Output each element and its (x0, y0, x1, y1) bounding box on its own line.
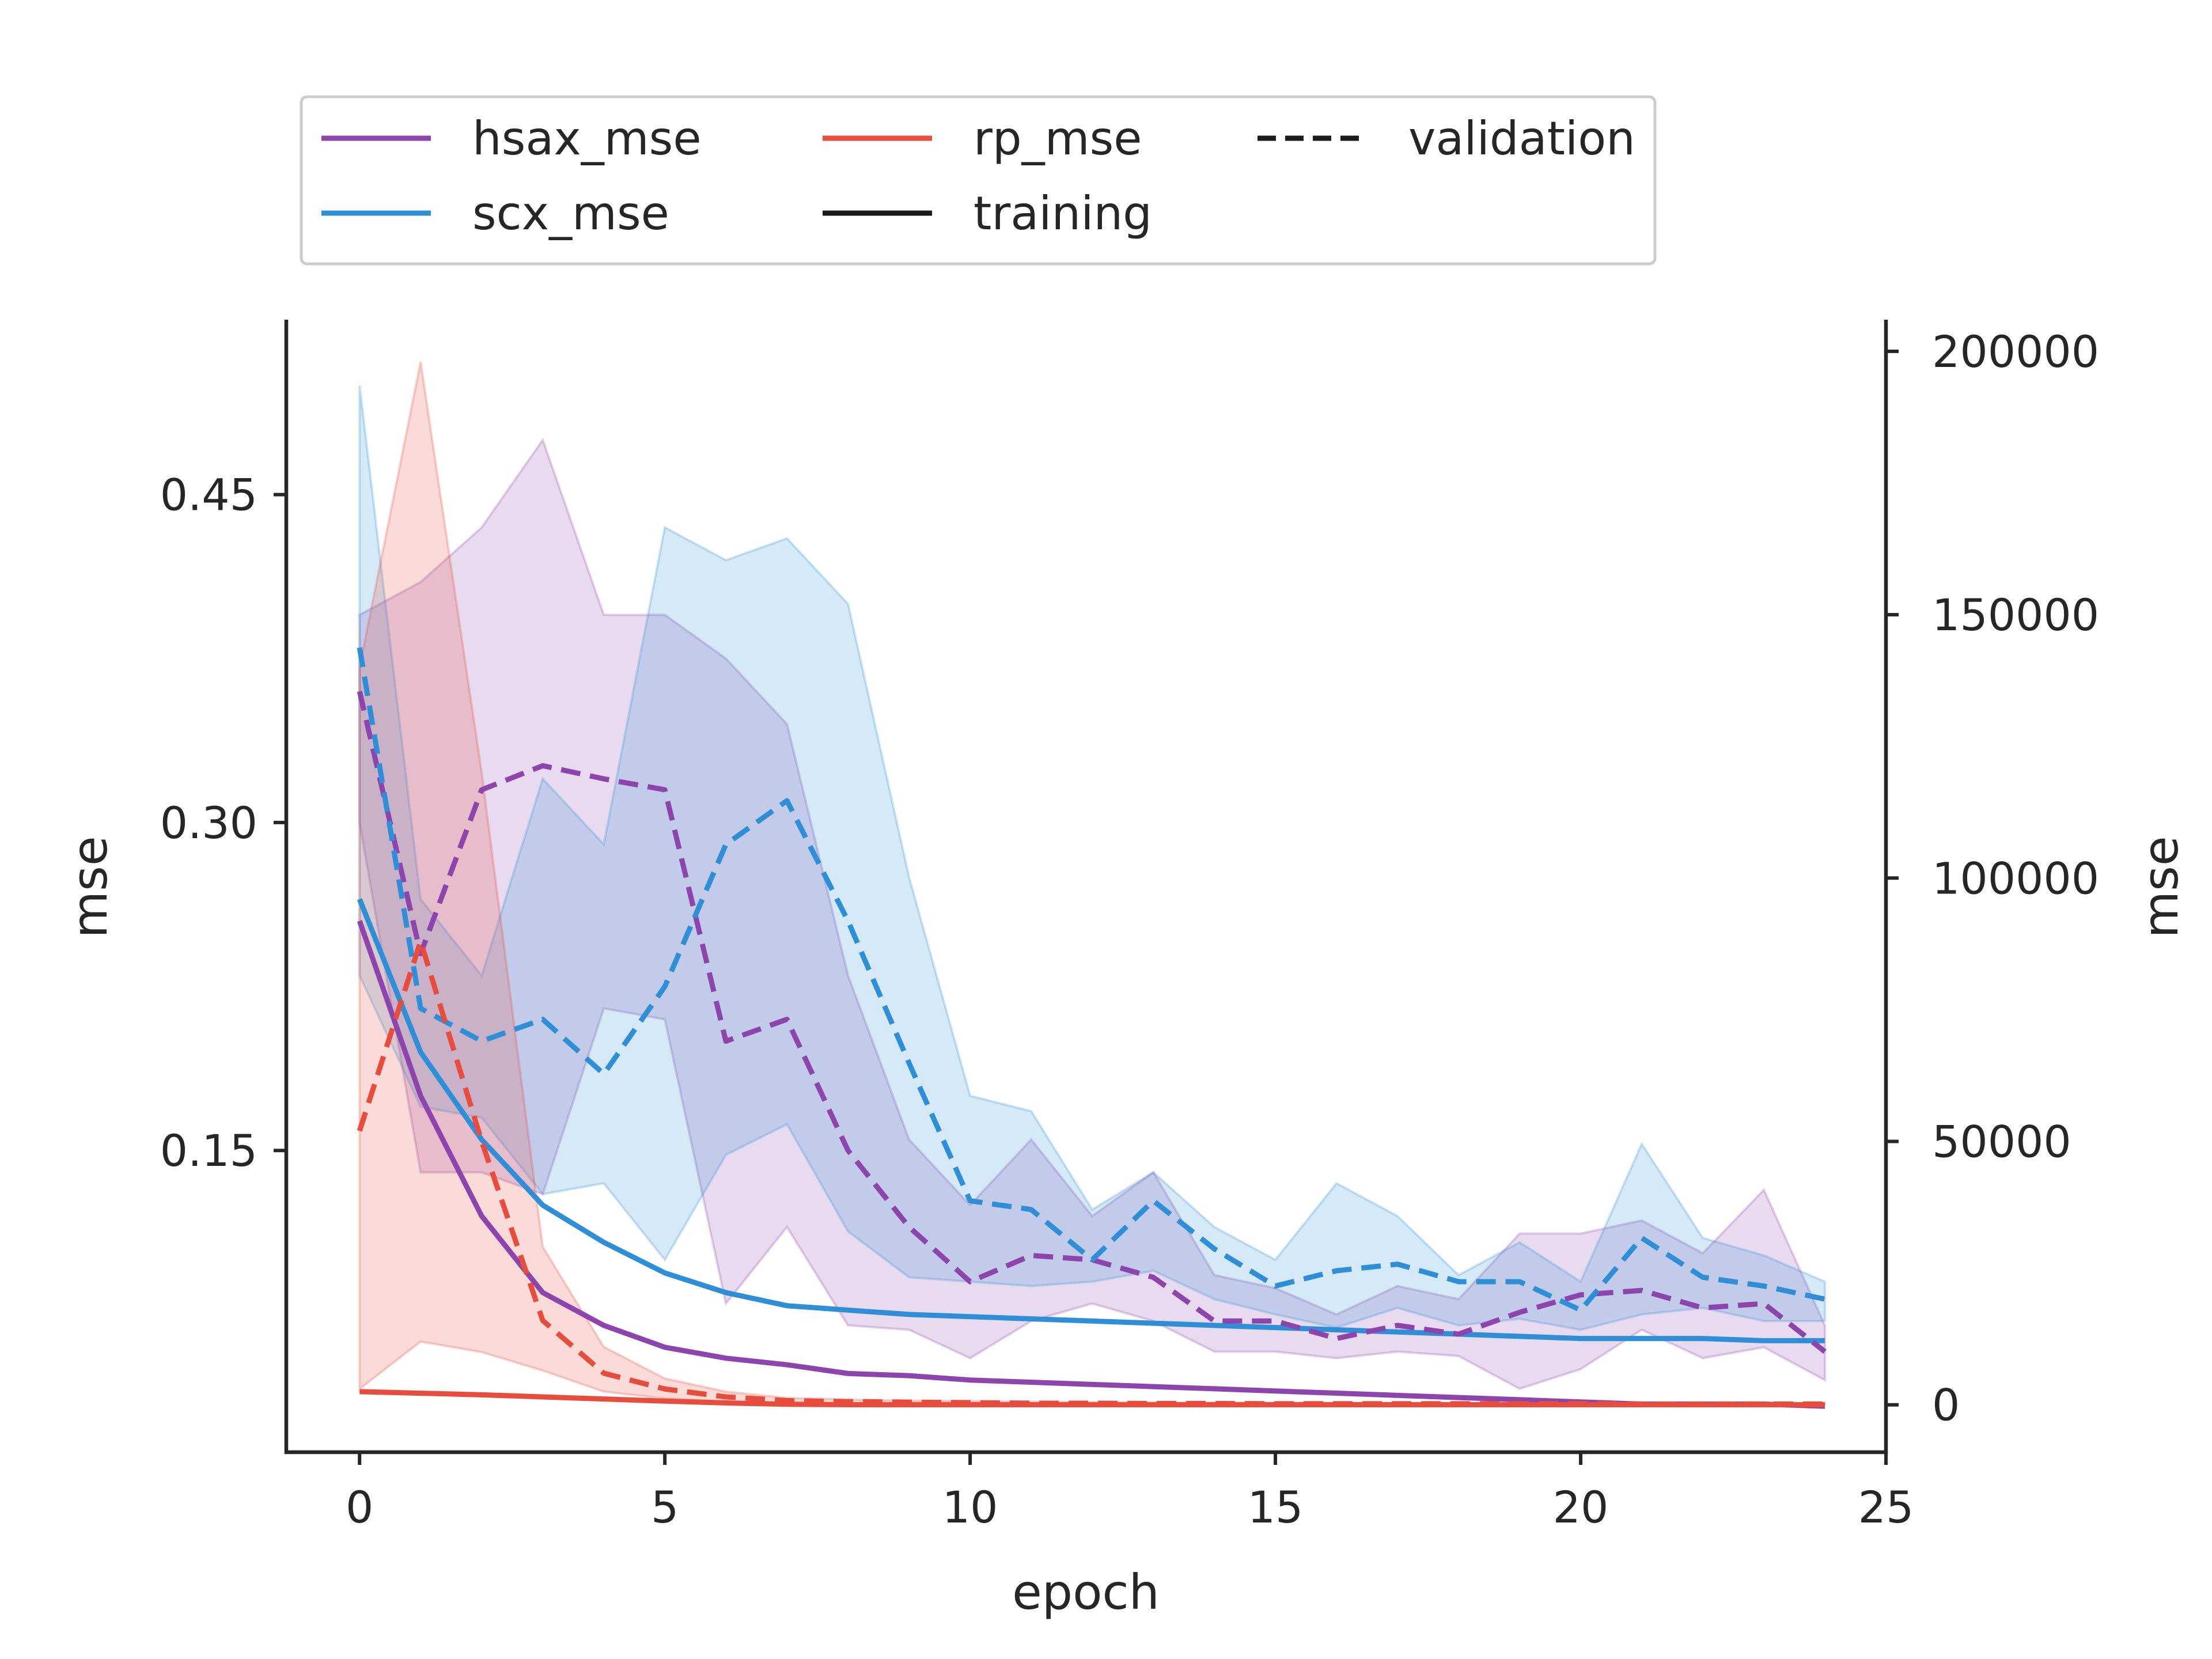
y-left-tick-label: 0.45 (160, 469, 257, 521)
confidence-bands (358, 361, 1827, 1406)
legend-label-scx-mse: scx_mse (472, 187, 669, 240)
legend: hsax_mse rp_mse validation scx_mse train… (300, 95, 1657, 266)
y-ticks-right: 0 50000 100000 150000 200000 (1886, 326, 2099, 1431)
y-ticks-left: 0.15 0.30 0.45 (160, 469, 286, 1176)
x-tick-label: 0 (346, 1482, 373, 1533)
band-hsax-mse-validation (358, 437, 1827, 1391)
right-y-axis-label: mse (2133, 836, 2189, 938)
y-right-tick-label: 50000 (1932, 1116, 2071, 1167)
legend-label-rp-mse: rp_mse (974, 112, 1142, 165)
x-tick-label: 20 (1553, 1482, 1609, 1533)
legend-label-validation: validation (1408, 112, 1635, 165)
y-right-tick-label: 150000 (1932, 589, 2099, 641)
x-axis-label: epoch (1012, 1564, 1160, 1620)
x-tick-label: 5 (651, 1482, 679, 1533)
legend-label-training: training (974, 187, 1152, 240)
line-scx-mse-training (357, 898, 1825, 1343)
x-tick-label: 25 (1858, 1482, 1914, 1533)
y-right-tick-label: 100000 (1932, 853, 2099, 904)
left-y-axis-label: mse (62, 836, 118, 938)
x-tick-label: 15 (1248, 1482, 1304, 1533)
legend-label-hsax-mse: hsax_mse (472, 112, 702, 165)
y-left-tick-label: 0.15 (160, 1125, 257, 1176)
y-right-tick-label: 200000 (1932, 326, 2099, 377)
series-lines (357, 647, 1827, 1409)
x-tick-label: 10 (942, 1482, 998, 1533)
line-rp-mse-validation (357, 938, 1825, 1407)
y-right-tick-label: 0 (1932, 1380, 1960, 1431)
y-left-tick-label: 0.30 (160, 797, 257, 849)
line-scx-mse-validation (357, 647, 1825, 1313)
band-scx-mse-validation (358, 385, 1827, 1331)
x-ticks: 0 5 10 15 20 25 (346, 1452, 1914, 1533)
